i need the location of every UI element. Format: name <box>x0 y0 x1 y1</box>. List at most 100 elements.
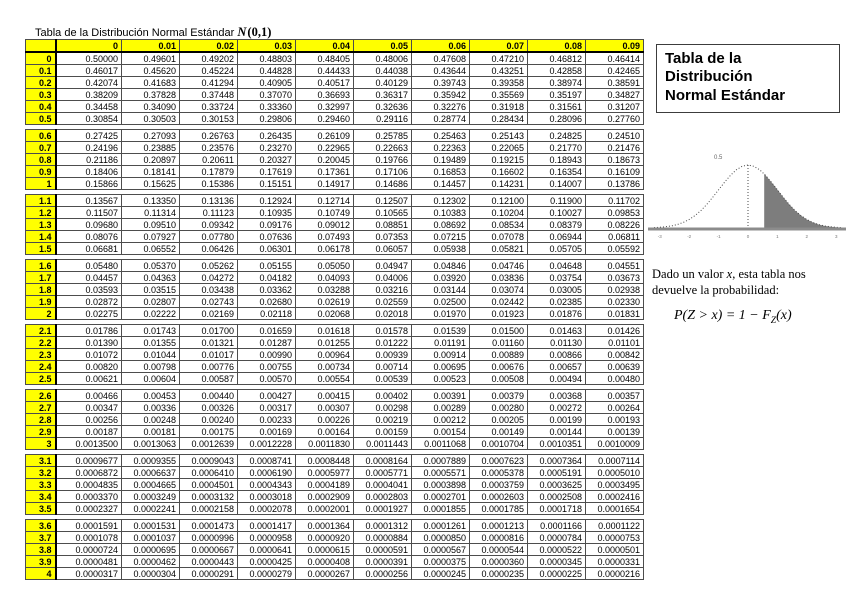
table-cell: 0.39358 <box>469 76 528 89</box>
table-cell: 0.0006190 <box>237 466 296 479</box>
table-row: 2.6 0.00466 0.00453 0.00440 0.00427 0.00415 0.… <box>25 389 644 402</box>
column-header: 0.08 <box>527 39 586 53</box>
table-cell: 0.00181 <box>121 425 180 438</box>
table-cell: 0.0009355 <box>121 454 180 467</box>
table-cell: 0.0002803 <box>353 490 412 503</box>
table-cell: 0.00226 <box>295 413 354 426</box>
table-cell: 0.42465 <box>585 64 644 77</box>
table-cell: 0.0007623 <box>469 454 528 467</box>
table-cell: 0.45224 <box>179 64 238 77</box>
table-cell: 0.00193 <box>585 413 644 426</box>
table-cell: 0.0012228 <box>237 437 296 450</box>
table-cell: 0.28434 <box>469 112 528 125</box>
table-cell: 0.34458 <box>55 100 122 113</box>
table-cell: 0.0002001 <box>295 502 354 515</box>
table-row: 3.1 0.0009677 0.0009355 0.0009043 0.0008741 0… <box>25 454 644 467</box>
row-header: 3.7 <box>25 531 57 544</box>
table-cell: 0.06944 <box>527 230 586 243</box>
table-cell: 0.35569 <box>469 88 528 101</box>
table-cell: 0.25143 <box>469 129 528 142</box>
table-cell: 0.15151 <box>237 177 296 190</box>
table-cell: 0.16354 <box>527 165 586 178</box>
table-cell: 0.00964 <box>295 348 354 361</box>
table-cell: 0.03754 <box>527 271 586 284</box>
table-cell: 0.00990 <box>237 348 296 361</box>
table-cell: 0.09012 <box>295 218 354 231</box>
table-cell: 0.0000784 <box>527 531 586 544</box>
table-cell: 0.00402 <box>353 389 412 402</box>
column-header: 0.04 <box>295 39 354 53</box>
table-cell: 0.00657 <box>527 360 586 373</box>
table-cell: 0.01743 <box>121 324 180 337</box>
table-row: 0.9 0.18406 0.18141 0.17879 0.17619 0.17361 0.… <box>25 165 644 178</box>
x-tick-label: -1 <box>717 234 721 239</box>
table-cell: 0.40905 <box>237 76 296 89</box>
table-cell: 0.02500 <box>411 295 470 308</box>
table-cell: 0.01463 <box>527 324 586 337</box>
table-cell: 0.0000245 <box>411 567 470 580</box>
table-cell: 0.38591 <box>585 76 644 89</box>
table-cell: 0.07215 <box>411 230 470 243</box>
table-cell: 0.0000360 <box>469 555 528 568</box>
caption-x-variable: x <box>726 267 733 281</box>
table-cell: 0.0000256 <box>353 567 412 580</box>
table-cell: 0.06552 <box>121 242 180 255</box>
table-cell: 0.0000816 <box>469 531 528 544</box>
table-cell: 0.00676 <box>469 360 528 373</box>
table-cell: 0.0001654 <box>585 502 644 515</box>
row-header: 3.2 <box>25 466 57 479</box>
row-header: 2.7 <box>25 401 57 414</box>
table-cell: 0.0000753 <box>585 531 644 544</box>
table-cell: 0.20897 <box>121 153 180 166</box>
table-cell: 0.00554 <box>295 372 354 385</box>
table-cell: 0.19215 <box>469 153 528 166</box>
row-header: 0.5 <box>25 112 57 125</box>
table-cell: 0.43251 <box>469 64 528 77</box>
table-cell: 0.22663 <box>353 141 412 154</box>
table-cell: 0.0000225 <box>527 567 586 580</box>
table-cell: 0.01786 <box>55 324 122 337</box>
table-cell: 0.31207 <box>585 100 644 113</box>
table-cell: 0.00144 <box>527 425 586 438</box>
table-cell: 0.0001364 <box>295 519 354 532</box>
table-cell: 0.03673 <box>585 271 644 284</box>
table-cell: 0.24196 <box>55 141 122 154</box>
table-cell: 0.08851 <box>353 218 412 231</box>
row-header: 0.4 <box>25 100 57 113</box>
table-cell: 0.02330 <box>585 295 644 308</box>
table-cell: 0.03288 <box>295 283 354 296</box>
table-cell: 0.29116 <box>353 112 412 125</box>
table-cell: 0.00914 <box>411 348 470 361</box>
table-cell: 0.0002603 <box>469 490 528 503</box>
table-cell: 0.03515 <box>121 283 180 296</box>
table-cell: 0.0009043 <box>179 454 238 467</box>
table-cell: 0.01876 <box>527 307 586 320</box>
table-cell: 0.0001591 <box>55 519 122 532</box>
table-cell: 0.0003759 <box>469 478 528 491</box>
table-cell: 0.34090 <box>121 100 180 113</box>
table-cell: 0.29806 <box>237 112 296 125</box>
formula-arg: (x) <box>776 308 792 323</box>
table-cell: 0.09176 <box>237 218 296 231</box>
table-cell: 0.0002416 <box>585 490 644 503</box>
table-cell: 0.46017 <box>55 64 122 77</box>
table-cell: 0.39743 <box>411 76 470 89</box>
table-cell: 0.01072 <box>55 348 122 361</box>
side-title-line: Tabla de la <box>665 50 742 67</box>
row-header: 1.3 <box>25 218 57 231</box>
table-row: 3.2 0.0006872 0.0006637 0.0006410 0.0006190 0… <box>25 466 644 479</box>
side-title-line: Normal Estándar <box>665 86 786 104</box>
table-cell: 0.00755 <box>237 360 296 373</box>
table-cell: 0.17879 <box>179 165 238 178</box>
x-tick-label: 2 <box>806 234 809 239</box>
table-cell: 0.03074 <box>469 283 528 296</box>
table-cell: 0.0000850 <box>411 531 470 544</box>
x-tick-labels: -3 -2 -1 0 1 2 3 <box>658 234 838 239</box>
table-cell: 0.0001078 <box>55 531 122 544</box>
table-cell: 0.0003898 <box>411 478 470 491</box>
table-cell: 0.49601 <box>121 51 180 65</box>
table-cell: 0.00820 <box>55 360 122 373</box>
table-cell: 0.31561 <box>527 100 586 113</box>
table-cell: 0.00570 <box>237 372 296 385</box>
table-cell: 0.09510 <box>121 218 180 231</box>
